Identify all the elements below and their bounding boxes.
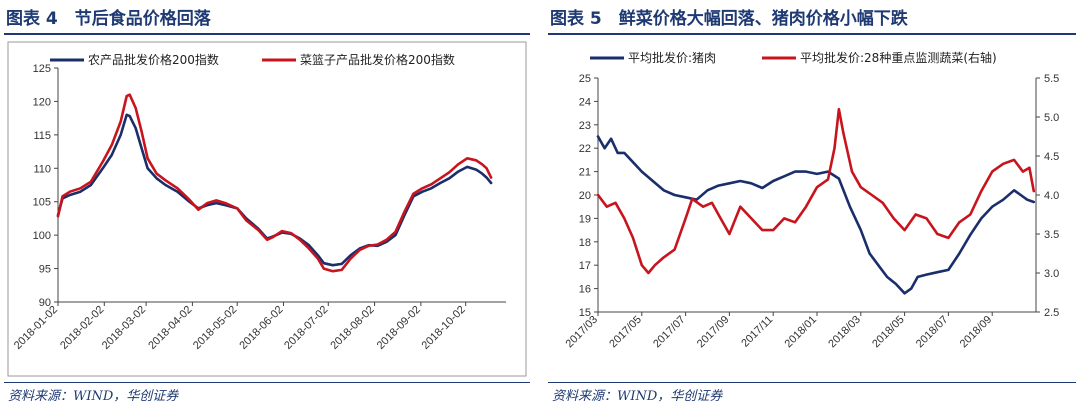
- left-series-line-1: [56, 113, 493, 267]
- right-y-tick-label: 25: [579, 73, 591, 85]
- right-source-note: 资料来源：WIND，华创证券: [552, 389, 723, 404]
- right-legend-label-2: 平均批发价:28种重点监测蔬菜(右轴): [800, 50, 997, 65]
- right-y2-tick-label: 5.0: [1044, 112, 1059, 124]
- left-y-tick-label: 95: [39, 264, 51, 276]
- right-y2-tick-label: 3.5: [1044, 229, 1059, 241]
- left-plot-area: [56, 93, 493, 273]
- left-y-tick-label: 115: [33, 130, 51, 142]
- left-source-note: 资料来源：WIND，华创证券: [8, 389, 179, 404]
- left-x-tick-label: 2018-07-02: [282, 304, 330, 352]
- right-y-tick-label: 15: [579, 307, 591, 319]
- left-x-tick-label: 2018-04-02: [146, 304, 194, 352]
- left-x-tick-label: 2018-06-02: [237, 304, 285, 352]
- left-legend-label-2: 菜篮子产品批发价格200指数: [300, 52, 455, 67]
- right-chart-legend: 平均批发价:猪肉 平均批发价:28种重点监测蔬菜(右轴): [590, 50, 997, 65]
- right-line-chart: 平均批发价:猪肉 平均批发价:28种重点监测蔬菜(右轴) 15 16 17 18 19 2…: [564, 50, 1060, 350]
- right-y-tick-label: 21: [579, 167, 591, 179]
- right-x-tick-label: 2018/07: [914, 314, 951, 351]
- right-source-rule: [548, 382, 1076, 383]
- right-series-line-1: [596, 135, 1036, 295]
- right-y-tick-label: 23: [579, 120, 591, 132]
- right-y2-tick-label: 5.5: [1044, 73, 1059, 85]
- left-line-chart: 农产品批发价格200指数 菜篮子产品批发价格200指数 90 95 100 105 11…: [7, 41, 527, 377]
- right-title-rule: [548, 33, 1076, 35]
- left-x-tick-label: 2018-05-02: [191, 304, 239, 352]
- left-y-tick-label: 110: [33, 163, 51, 175]
- left-chart-title: 图表 4 节后食品价格回落: [6, 9, 211, 29]
- left-chart-panel: 图表 4 节后食品价格回落 农产品批发价格200指数 菜篮子产品批发价格200指…: [0, 0, 534, 405]
- right-y-tick-label: 24: [579, 96, 591, 108]
- right-x-tick-label: 2018/09: [958, 314, 995, 351]
- left-source-rule: [4, 382, 530, 383]
- right-series-line-2: [596, 107, 1036, 275]
- right-x-tick-label: 2018/01: [783, 314, 820, 351]
- left-y-tick-label: 105: [33, 197, 51, 209]
- left-y-tick-label: 125: [33, 63, 51, 75]
- left-chart-frame: [7, 41, 527, 377]
- right-x-tick-label: 2018/05: [870, 314, 907, 351]
- left-axes: 90 95 100 105 110 115 120 125 2018-01-022018-02-…: [12, 63, 506, 352]
- right-x-tick-label: 2017/11: [739, 314, 775, 350]
- left-x-tick-label: 2018-09-02: [375, 304, 423, 352]
- right-x-tick-label: 2017/07: [651, 314, 688, 351]
- right-y-tick-label: 19: [579, 213, 591, 225]
- right-axes: 15 16 17 18 19 20 21 22 23 24 25 2.5 3.0 3.5 4.0 4.5 5.0…: [564, 73, 1060, 350]
- right-chart-title: 图表 5 鲜菜价格大幅回落、猪肉价格小幅下跌: [550, 9, 908, 29]
- right-x-tick-label: 2018/03: [826, 314, 863, 351]
- left-title-rule: [4, 33, 530, 35]
- right-y2-tick-label: 3.0: [1044, 268, 1059, 280]
- right-y-tick-label: 17: [579, 260, 591, 272]
- right-plot-area: [596, 107, 1036, 295]
- right-chart-panel: 图表 5 鲜菜价格大幅回落、猪肉价格小幅下跌 平均批发价:猪肉 平均批发价:28…: [544, 0, 1080, 405]
- right-y-tick-label: 22: [579, 143, 591, 155]
- right-y-tick-label: 18: [579, 237, 591, 249]
- left-chart-legend: 农产品批发价格200指数 菜篮子产品批发价格200指数: [50, 52, 455, 67]
- right-legend-label-1: 平均批发价:猪肉: [628, 50, 716, 65]
- right-y2-tick-label: 4.5: [1044, 151, 1059, 163]
- left-x-tick-label: 2018-01-02: [12, 304, 60, 352]
- left-x-tick-label: 2018-08-02: [328, 304, 376, 352]
- right-y2-tick-label: 2.5: [1044, 307, 1059, 319]
- right-x-tick-label: 2017/09: [695, 314, 732, 351]
- left-x-tick-label: 2018-02-02: [58, 304, 106, 352]
- left-legend-label-1: 农产品批发价格200指数: [88, 52, 219, 67]
- left-x-tick-label: 2018-03-02: [100, 304, 148, 352]
- left-series-line-2: [56, 93, 493, 273]
- left-y-tick-label: 120: [33, 96, 51, 108]
- right-y-tick-label: 20: [579, 190, 591, 202]
- left-y-tick-label: 90: [39, 297, 51, 309]
- right-y2-tick-label: 4.0: [1044, 190, 1059, 202]
- left-x-tick-label: 2018-10-02: [420, 304, 468, 352]
- right-y-tick-label: 16: [579, 284, 591, 296]
- left-y-tick-label: 100: [33, 230, 51, 242]
- right-x-tick-label: 2017/05: [607, 314, 644, 351]
- right-x-tick-label: 2017/03: [564, 314, 601, 351]
